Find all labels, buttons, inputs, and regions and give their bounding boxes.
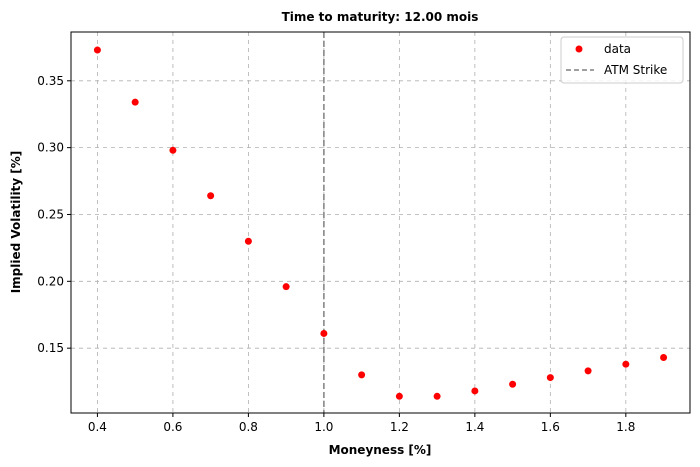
x-tick-label: 1.4 xyxy=(465,420,484,434)
legend-label-data: data xyxy=(604,42,631,56)
data-point xyxy=(660,354,668,362)
data-point xyxy=(471,387,479,395)
y-axis-ticks: 0.15 0.20 0.25 0.30 0.35 xyxy=(37,74,71,355)
data-point xyxy=(358,371,366,379)
x-tick-label: 0.6 xyxy=(163,420,182,434)
data-point xyxy=(433,392,441,400)
y-tick-label: 0.20 xyxy=(37,274,64,288)
y-tick-label: 0.30 xyxy=(37,141,64,155)
x-tick-label: 1.2 xyxy=(390,420,409,434)
data-point xyxy=(584,367,592,375)
x-tick-label: 1.8 xyxy=(616,420,635,434)
legend-label-atm-strike: ATM Strike xyxy=(604,63,667,77)
chart-title: Time to maturity: 12.00 mois xyxy=(282,10,479,24)
legend: data ATM Strike xyxy=(560,36,684,84)
grid-layer xyxy=(71,32,690,413)
data-point xyxy=(131,98,139,106)
data-point xyxy=(622,360,630,368)
legend-box xyxy=(560,36,684,84)
y-tick-label: 0.15 xyxy=(37,341,64,355)
x-tick-label: 0.4 xyxy=(88,420,107,434)
data-point xyxy=(169,146,177,154)
data-point xyxy=(509,380,517,388)
y-tick-label: 0.35 xyxy=(37,74,64,88)
legend-marker-data xyxy=(575,45,583,53)
y-axis-label: Implied Volatility [%] xyxy=(9,151,23,294)
x-axis-label: Moneyness [%] xyxy=(329,443,432,457)
data-point xyxy=(93,46,101,54)
x-tick-label: 1.0 xyxy=(314,420,333,434)
x-tick-label: 0.8 xyxy=(239,420,258,434)
x-tick-label: 1.6 xyxy=(541,420,560,434)
plot-frame xyxy=(70,31,691,414)
data-point xyxy=(244,237,252,245)
data-point xyxy=(320,329,328,337)
y-tick-label: 0.25 xyxy=(37,207,64,221)
data-point xyxy=(282,283,290,291)
x-axis-ticks: 0.4 0.6 0.8 1.0 1.2 1.4 1.6 1.8 xyxy=(88,413,635,434)
data-point xyxy=(395,392,403,400)
data-point xyxy=(207,192,215,200)
data-points xyxy=(93,46,668,400)
data-point xyxy=(546,374,554,382)
